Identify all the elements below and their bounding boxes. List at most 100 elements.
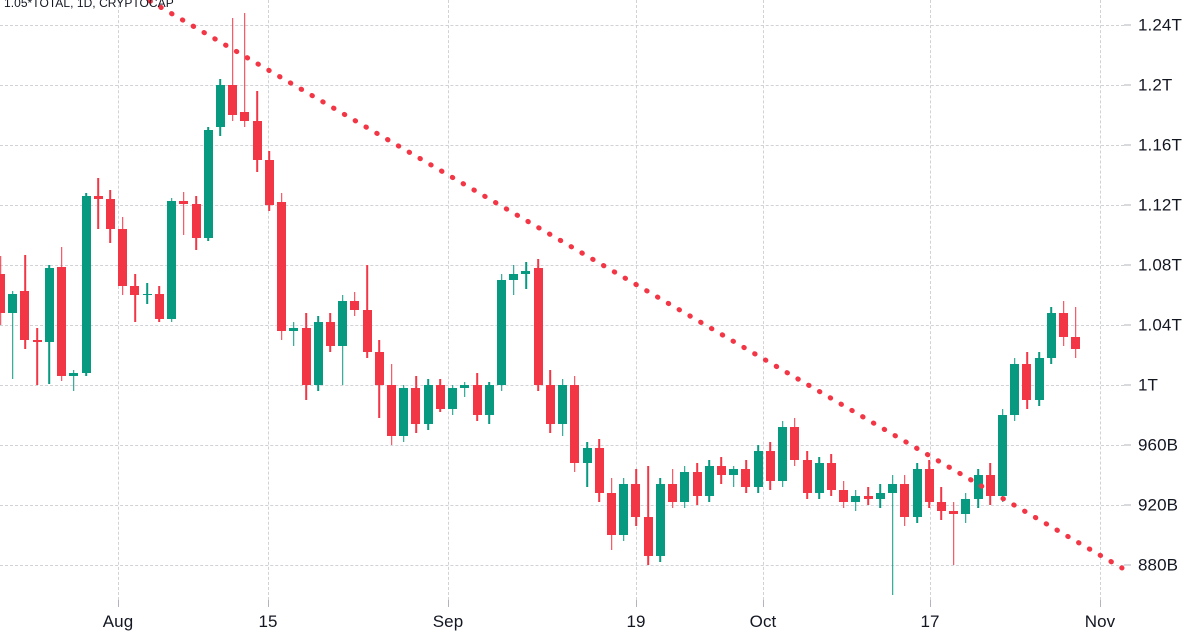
- candle-body: [521, 271, 531, 274]
- candlestick[interactable]: [961, 493, 971, 523]
- candlestick[interactable]: [643, 466, 653, 565]
- gridline-horizontal: [0, 565, 1124, 566]
- candlestick[interactable]: [570, 376, 580, 472]
- candlestick[interactable]: [704, 460, 714, 502]
- candlestick[interactable]: [203, 127, 213, 241]
- candlestick[interactable]: [142, 283, 152, 304]
- candlestick[interactable]: [1059, 301, 1069, 346]
- candlestick[interactable]: [154, 286, 164, 322]
- price-axis[interactable]: 1.24T 1.2T 1.16T 1.12T 1.08T 1.04T 1T 960B 920B 8…: [1124, 0, 1197, 640]
- candlestick[interactable]: [0, 256, 5, 325]
- candlestick[interactable]: [607, 478, 616, 550]
- candlestick[interactable]: [1022, 352, 1032, 409]
- candlestick[interactable]: [558, 379, 568, 436]
- candlestick[interactable]: [802, 451, 812, 499]
- candlestick[interactable]: [8, 290, 18, 379]
- candlestick[interactable]: [130, 274, 140, 322]
- candlestick[interactable]: [998, 409, 1008, 502]
- candlestick[interactable]: [215, 79, 225, 136]
- candlestick[interactable]: [949, 502, 959, 565]
- candlestick[interactable]: [729, 466, 739, 487]
- candlestick[interactable]: [228, 17, 238, 121]
- candlestick[interactable]: [912, 463, 922, 523]
- candlestick[interactable]: [619, 478, 629, 541]
- candlestick[interactable]: [44, 265, 54, 384]
- candlestick[interactable]: [668, 469, 678, 508]
- candlestick[interactable]: [435, 379, 445, 412]
- candlestick[interactable]: [325, 313, 335, 352]
- candlestick[interactable]: [350, 292, 360, 316]
- candle-body: [509, 274, 519, 280]
- candlestick[interactable]: [387, 364, 397, 445]
- candlestick[interactable]: [460, 382, 470, 397]
- candlestick[interactable]: [448, 385, 458, 415]
- candlestick[interactable]: [167, 197, 177, 322]
- candlestick[interactable]: [533, 259, 543, 391]
- candlestick[interactable]: [374, 340, 384, 418]
- candlestick[interactable]: [765, 442, 775, 490]
- candlestick[interactable]: [264, 151, 274, 211]
- candlestick[interactable]: [790, 418, 800, 466]
- candle-body: [0, 274, 5, 313]
- candlestick[interactable]: [93, 178, 103, 229]
- candlestick[interactable]: [680, 466, 690, 508]
- candlestick[interactable]: [32, 328, 42, 385]
- time-axis[interactable]: Aug 15 Sep 19 Oct 17 Nov: [0, 600, 1124, 640]
- candlestick[interactable]: [545, 370, 555, 433]
- candlestick[interactable]: [1071, 307, 1081, 358]
- candlestick[interactable]: [826, 454, 836, 496]
- gridline-vertical: [448, 0, 449, 600]
- candlestick[interactable]: [399, 385, 409, 442]
- candlestick[interactable]: [973, 469, 983, 508]
- candlestick[interactable]: [20, 254, 30, 349]
- candlestick[interactable]: [985, 463, 995, 505]
- candlestick[interactable]: [362, 265, 372, 358]
- candlestick[interactable]: [338, 295, 348, 385]
- candlestick[interactable]: [411, 376, 421, 433]
- candlestick[interactable]: [631, 469, 641, 526]
- candlestick[interactable]: [277, 193, 287, 340]
- candlestick[interactable]: [240, 13, 250, 127]
- candlestick[interactable]: [105, 190, 115, 243]
- candlestick[interactable]: [521, 262, 531, 289]
- candle-body: [1059, 313, 1069, 337]
- candlestick[interactable]: [936, 487, 946, 520]
- candlestick[interactable]: [497, 274, 507, 391]
- candlestick[interactable]: [888, 475, 898, 595]
- candlestick[interactable]: [423, 379, 433, 430]
- candlestick[interactable]: [582, 442, 592, 487]
- candlestick[interactable]: [69, 370, 79, 391]
- candlestick[interactable]: [472, 373, 482, 421]
- candlestick[interactable]: [313, 316, 323, 391]
- candlestick[interactable]: [900, 475, 910, 526]
- candlestick[interactable]: [252, 91, 262, 172]
- candlestick[interactable]: [778, 421, 788, 487]
- candlestick[interactable]: [509, 265, 519, 295]
- plot-area[interactable]: [0, 0, 1124, 600]
- candlestick[interactable]: [753, 445, 763, 493]
- candlestick[interactable]: [814, 457, 824, 499]
- candlestick[interactable]: [1034, 352, 1044, 406]
- candle-body: [142, 293, 152, 296]
- candlestick[interactable]: [851, 490, 861, 511]
- candlestick[interactable]: [289, 322, 299, 346]
- candlestick[interactable]: [191, 196, 201, 250]
- candle-wick: [1075, 307, 1077, 358]
- candlestick[interactable]: [484, 382, 494, 424]
- candlestick[interactable]: [741, 460, 751, 493]
- candlestick[interactable]: [839, 481, 849, 508]
- candlestick[interactable]: [179, 191, 189, 235]
- candlestick[interactable]: [594, 439, 604, 502]
- candlestick[interactable]: [118, 217, 128, 295]
- candlestick[interactable]: [655, 478, 665, 562]
- candlestick[interactable]: [57, 247, 67, 381]
- candlestick[interactable]: [81, 193, 91, 376]
- candlestick[interactable]: [1010, 358, 1020, 421]
- candlestick[interactable]: [924, 460, 934, 508]
- candlestick[interactable]: [1046, 307, 1056, 364]
- candlestick[interactable]: [875, 484, 885, 508]
- candlestick[interactable]: [301, 313, 311, 400]
- candlestick[interactable]: [716, 457, 726, 484]
- candlestick[interactable]: [692, 463, 702, 505]
- candlestick[interactable]: [863, 487, 873, 505]
